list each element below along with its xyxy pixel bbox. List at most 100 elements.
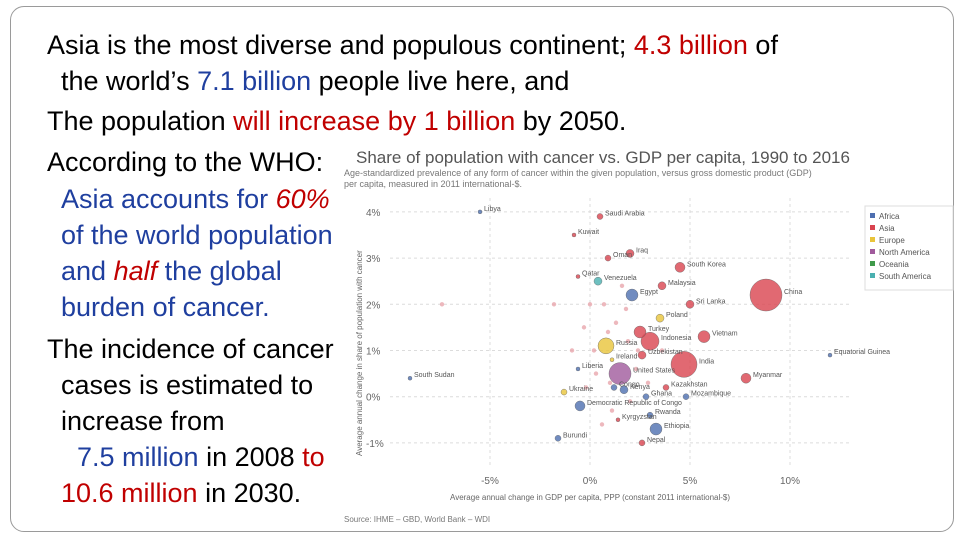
text-segment: in 2008: [198, 442, 303, 472]
data-point-label: Poland: [666, 312, 688, 319]
data-point: [827, 352, 833, 358]
data-point-label: Ethiopia: [664, 423, 689, 430]
legend-entry: Europe: [879, 236, 905, 245]
chart-subtitle: Age-standardized prevalence of any form …: [344, 168, 812, 178]
text-segment: by 2050.: [515, 106, 627, 136]
data-point: [625, 249, 635, 258]
data-point-label: Libya: [484, 206, 501, 213]
background-dot: [599, 422, 605, 427]
y-axis-label: Average annual change in share of popula…: [355, 250, 364, 456]
background-dot: [583, 385, 589, 390]
text-segment: 10.6 million: [61, 478, 198, 508]
y-tick-label: 2%: [366, 300, 381, 311]
data-point: [662, 384, 670, 391]
text-segment: cases is estimated to: [61, 370, 314, 400]
x-tick-label: 0%: [583, 476, 598, 487]
background-dot: [613, 320, 619, 325]
data-point-label: Venezuela: [604, 275, 637, 282]
chart-title: Share of population with cancer vs. GDP …: [356, 148, 850, 167]
legend-entry: Africa: [879, 212, 900, 221]
data-point-label: Myanmar: [753, 372, 783, 379]
data-point-label: India: [699, 358, 714, 365]
scatter-chart: Share of population with cancer vs. GDP …: [344, 148, 954, 524]
text-line-7: burden of cancer.: [61, 292, 270, 323]
x-tick-label: 10%: [780, 476, 800, 487]
data-point-label: Kyrgyzstan: [622, 414, 657, 421]
background-dot: [601, 302, 607, 307]
chart-source: Source: IHME – GBD, World Bank – WDI: [344, 515, 490, 524]
legend-box: [864, 205, 954, 291]
data-point: [575, 366, 581, 372]
text-line-12: 10.6 million in 2030.: [61, 478, 301, 509]
data-point-label: Russia: [616, 340, 638, 347]
text-line-8: The incidence of cancer: [44, 334, 334, 365]
data-point: [649, 422, 663, 436]
background-dot: [619, 283, 625, 288]
data-point-label: Qatar: [582, 271, 600, 278]
text-segment: of the world population: [61, 220, 333, 250]
text-line-2: The population will increase by 1 billio…: [44, 106, 626, 137]
data-point-label: Democratic Republic of Congo: [587, 400, 682, 407]
text-segment: Asia is the most diverse and populous co…: [47, 30, 634, 60]
legend-entry: Asia: [879, 224, 895, 233]
data-point: [637, 350, 647, 360]
data-point: [574, 400, 586, 412]
legend-entry: South America: [879, 272, 932, 281]
data-point-label: Nepal: [647, 437, 666, 444]
data-point: [682, 393, 690, 400]
text-line-4: Asia accounts for 60%: [61, 184, 330, 215]
data-point: [619, 385, 629, 394]
text-segment: of: [747, 30, 778, 60]
background-dot: [625, 339, 631, 344]
background-dot: [439, 302, 445, 307]
background-dot: [627, 399, 633, 404]
x-tick-label: -5%: [481, 476, 499, 487]
data-point: [593, 276, 603, 286]
data-point: [749, 278, 783, 312]
data-point: [740, 373, 752, 384]
data-point: [642, 393, 650, 400]
data-point: [554, 435, 562, 442]
text-line-11: 7.5 million in 2008 to: [77, 442, 325, 473]
data-point-label: Uzbekistan: [648, 349, 683, 356]
legend-swatch: [870, 261, 875, 266]
data-point: [560, 388, 568, 396]
data-point: [697, 330, 711, 343]
y-tick-label: 3%: [366, 254, 381, 265]
text-line-9: cases is estimated to: [61, 370, 313, 401]
text-segment: the global: [157, 256, 282, 286]
background-dot: [569, 348, 575, 353]
data-point: [596, 213, 604, 220]
background-dot: [607, 380, 613, 386]
text-segment: 4.3 billion: [633, 30, 748, 60]
data-point-label: Kenya: [630, 384, 650, 391]
background-dot: [593, 371, 599, 376]
data-point-label: Congo: [619, 381, 640, 388]
data-point: [685, 300, 695, 309]
legend-swatch: [870, 273, 875, 278]
data-point: [597, 337, 615, 355]
data-point: [608, 362, 632, 385]
data-point-label: Turkey: [648, 326, 670, 333]
legend-swatch: [870, 213, 875, 218]
data-point: [655, 313, 665, 323]
data-point-label: Equatorial Guinea: [834, 349, 890, 356]
data-point: [633, 325, 647, 339]
legend-swatch: [870, 249, 875, 254]
data-point-label: China: [784, 289, 802, 296]
background-dot: [623, 306, 629, 312]
data-point: [625, 288, 639, 302]
text-segment: will increase by 1 billion: [233, 106, 516, 136]
data-point-label: Sri Lanka: [696, 298, 726, 305]
background-dot: [587, 302, 593, 307]
data-point-label: Rwanda: [655, 409, 681, 416]
text-segment: According to the WHO:: [47, 147, 324, 177]
background-dot: [581, 325, 587, 330]
data-point-label: Ukraine: [569, 386, 593, 393]
text-segment: The population: [47, 106, 234, 136]
background-dot: [591, 348, 597, 353]
data-point-label: Liberia: [582, 363, 603, 370]
data-point-label: Malaysia: [668, 280, 696, 287]
data-point-label: South Sudan: [414, 372, 455, 379]
data-point: [615, 417, 621, 422]
